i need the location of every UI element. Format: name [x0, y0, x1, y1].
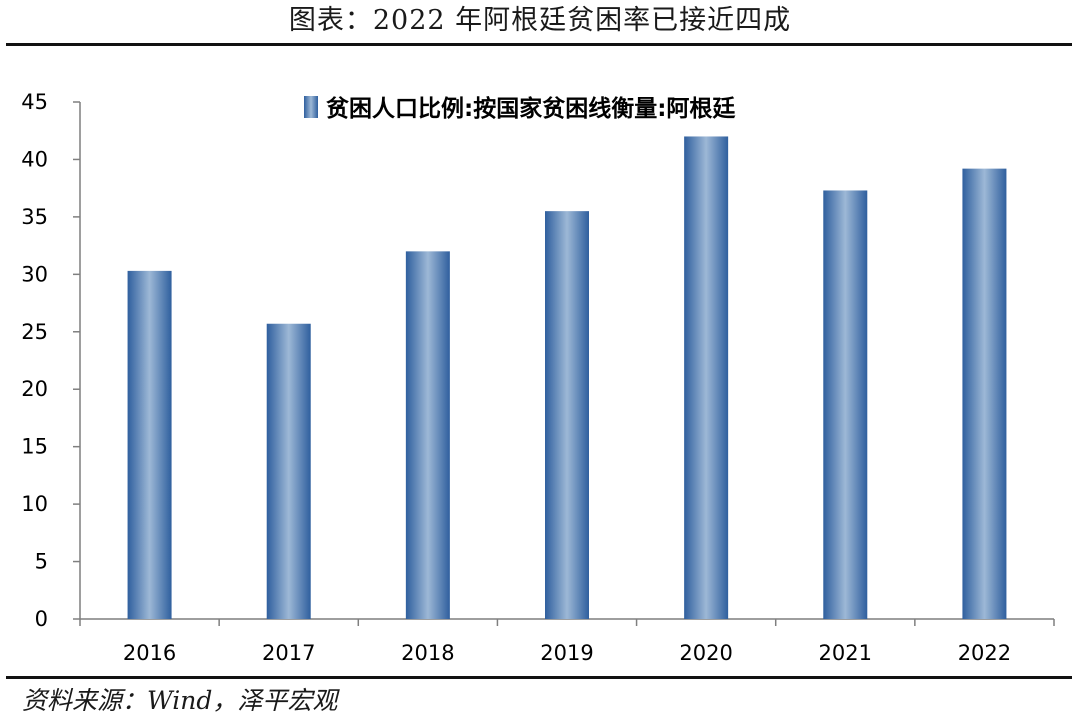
bar-2020: [684, 136, 729, 619]
y-tick-label: 35: [21, 205, 48, 229]
bar-2021: [823, 190, 868, 619]
y-tick-label: 0: [35, 607, 48, 631]
x-tick-label: 2017: [262, 641, 315, 665]
legend-label: 贫困人口比例:按国家贫困线衡量:阿根廷: [326, 95, 736, 122]
bar-2019: [545, 211, 589, 619]
y-axis: 0 5 10 15 20 25 30 35 40 45: [21, 90, 81, 631]
legend-swatch: [304, 96, 318, 118]
x-tick-label: 2016: [123, 641, 176, 665]
legend: 贫困人口比例:按国家贫困线衡量:阿根廷: [304, 95, 736, 122]
y-tick-label: 40: [21, 147, 48, 171]
x-tick-label: 2022: [958, 641, 1011, 665]
x-tick-label: 2019: [540, 641, 593, 665]
bar-2016: [127, 270, 172, 619]
y-tick-label: 10: [21, 492, 48, 516]
bars: [127, 136, 1007, 619]
source-note: 资料来源：Wind，泽平宏观: [22, 686, 338, 715]
y-tick-label: 45: [21, 90, 48, 114]
figure-title: 图表：2022 年阿根廷贫困率已接近四成: [288, 5, 792, 36]
y-tick-label: 30: [21, 262, 48, 286]
x-tick-label: 2021: [819, 641, 872, 665]
bottom-rule: [6, 676, 1072, 679]
bar-2022: [962, 168, 1007, 619]
bar-2018: [405, 251, 450, 619]
bar-2017: [266, 323, 311, 619]
x-tick-label: 2020: [679, 641, 732, 665]
y-tick-label: 25: [21, 320, 48, 344]
top-rule: [6, 43, 1072, 46]
y-tick-label: 20: [21, 377, 48, 401]
x-tick-label: 2018: [401, 641, 454, 665]
x-axis: 2016 2017 2018 2019 2020 2021 2022: [79, 618, 1055, 665]
y-tick-label: 5: [35, 550, 48, 574]
y-tick-label: 15: [21, 435, 48, 459]
